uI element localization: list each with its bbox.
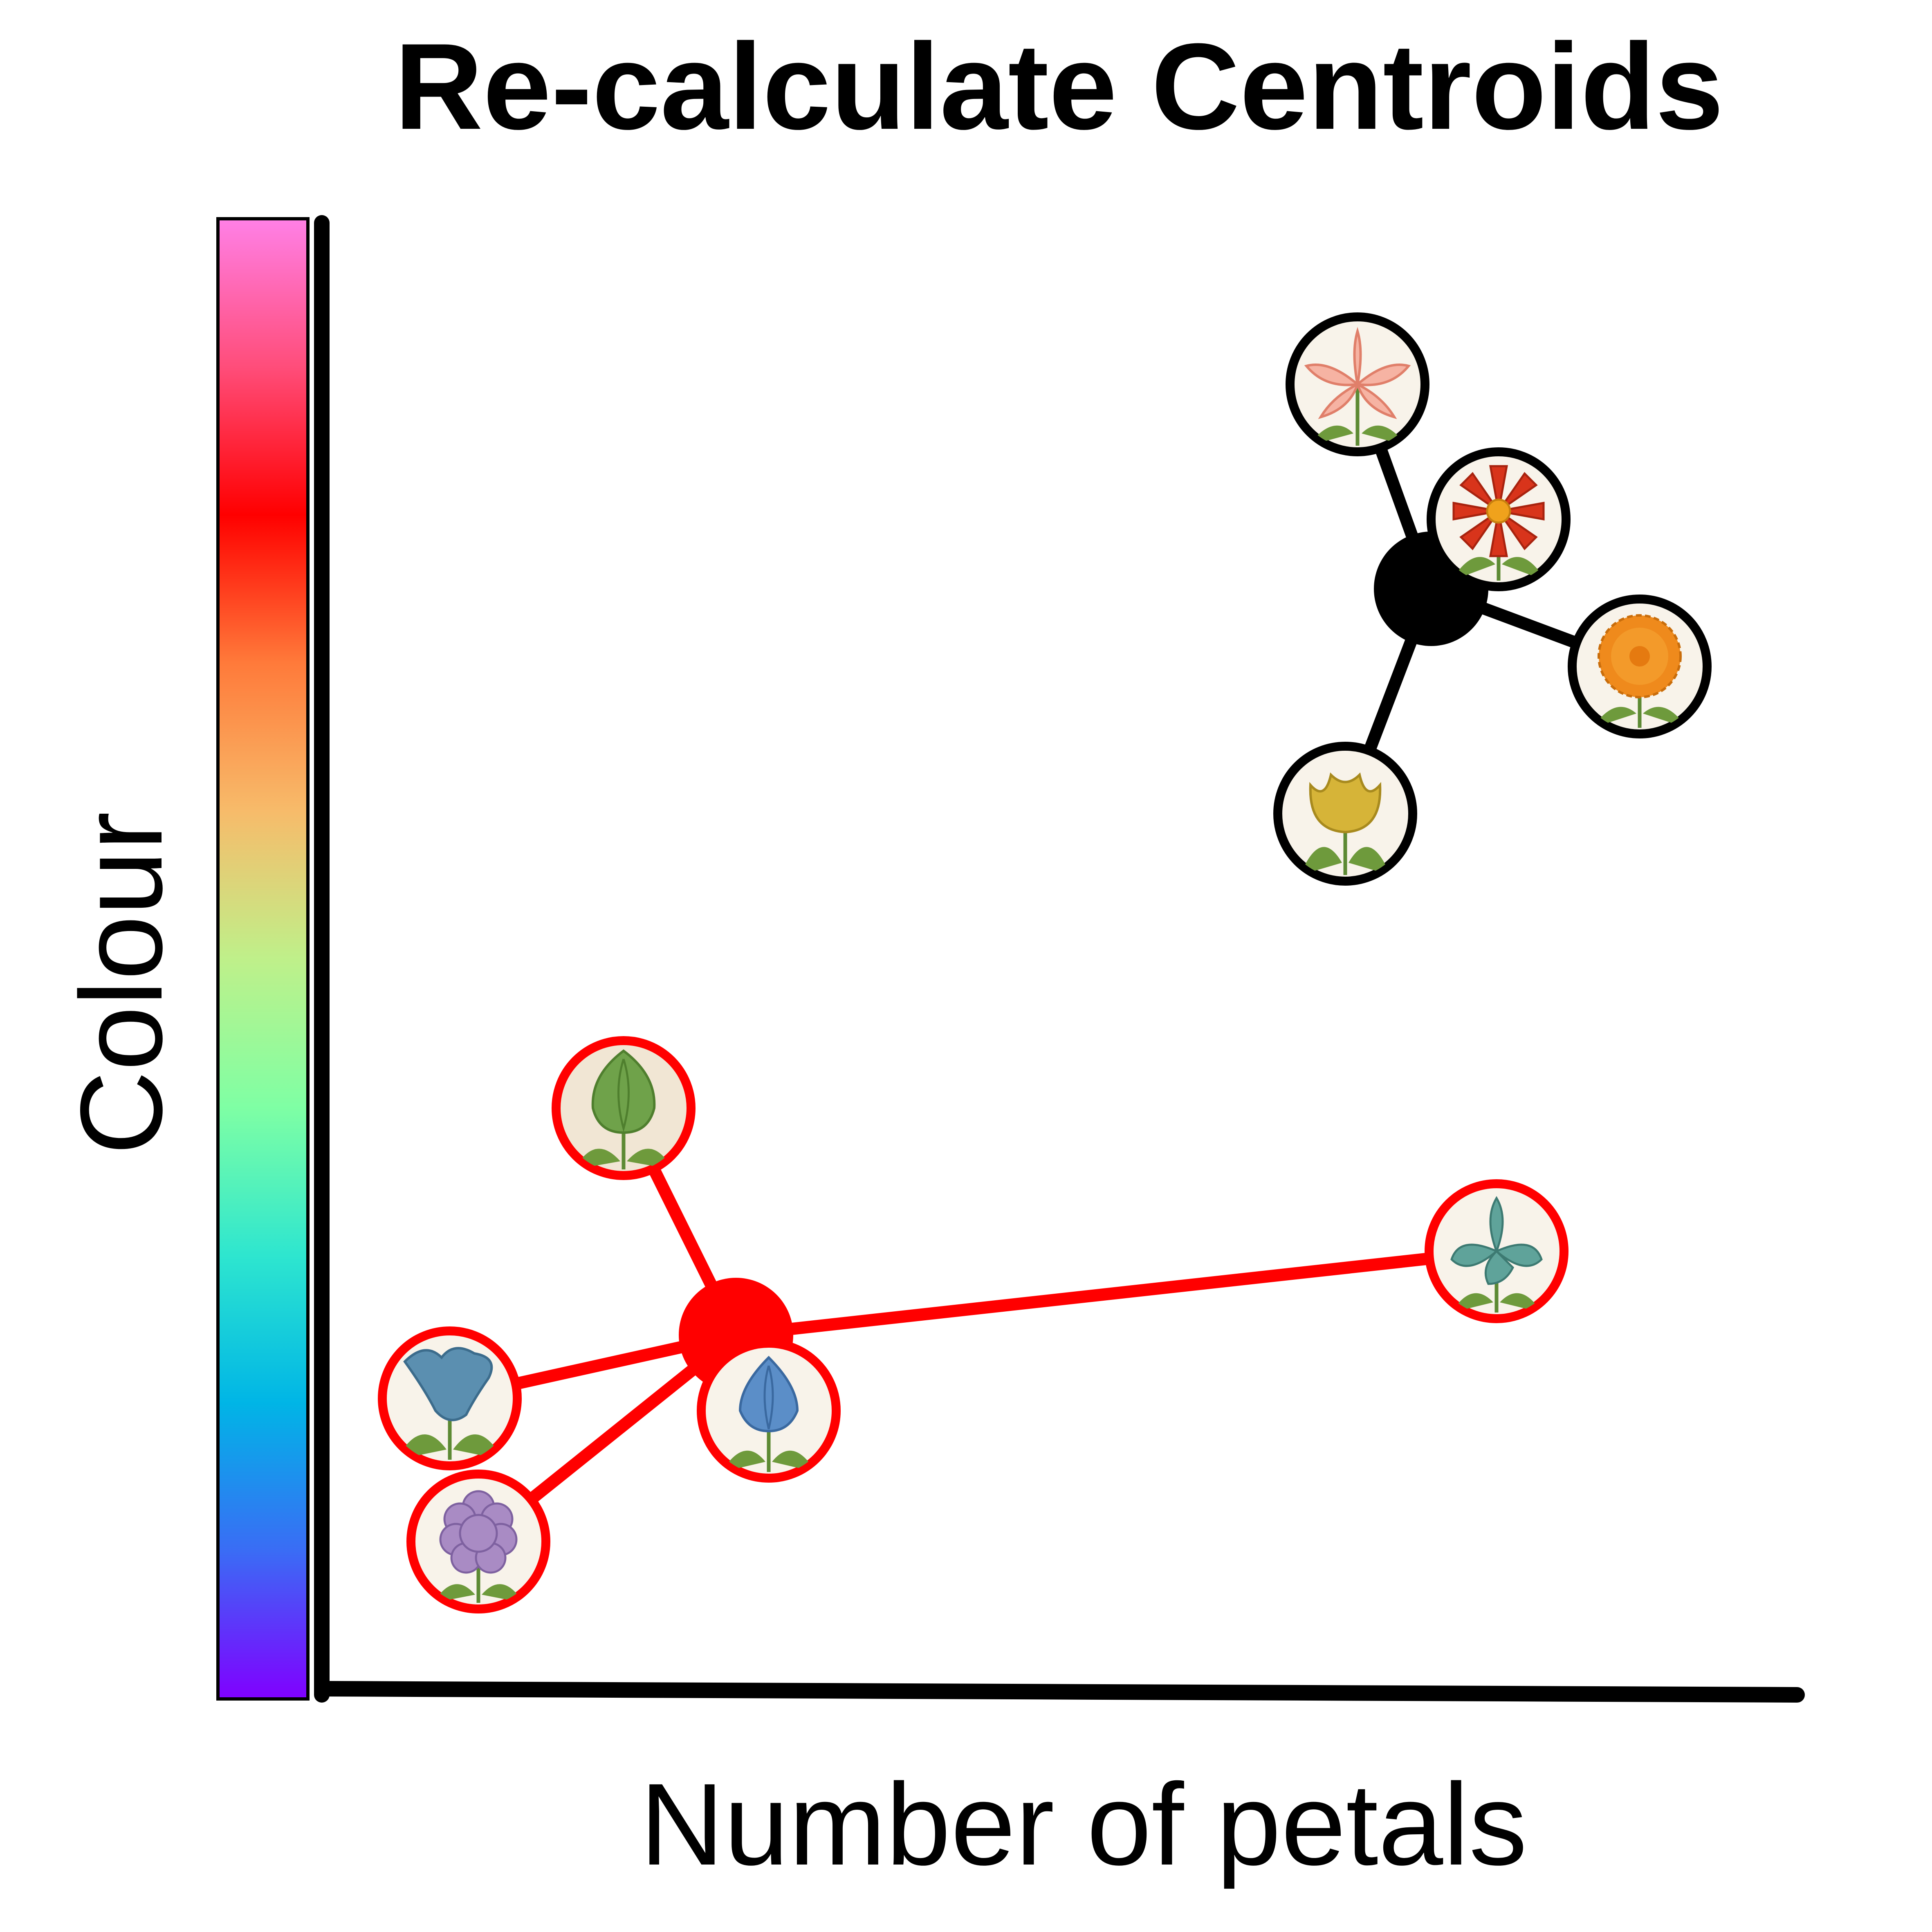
- orange-gerbera-icon: [1568, 595, 1712, 738]
- blue-crocus-icon: [697, 1339, 841, 1483]
- y-axis-label: Colour: [56, 812, 186, 1155]
- yellow-tulip-icon: [1273, 742, 1417, 886]
- pink-lily-icon: [1286, 312, 1429, 456]
- red-daisy-icon: [1427, 447, 1571, 591]
- x-axis-line: [314, 1681, 1805, 1703]
- x-axis-label: Number of petals: [640, 1759, 1527, 1890]
- green-tulip-icon: [552, 1036, 696, 1180]
- diagram-title: Re-calculate Centroids: [395, 18, 1724, 155]
- purple-hydrangea-icon: [406, 1470, 550, 1613]
- blue-iris-icon: [1425, 1179, 1568, 1323]
- blue-bellflower-icon: [378, 1326, 522, 1470]
- colour-scale-bar: [216, 217, 310, 1701]
